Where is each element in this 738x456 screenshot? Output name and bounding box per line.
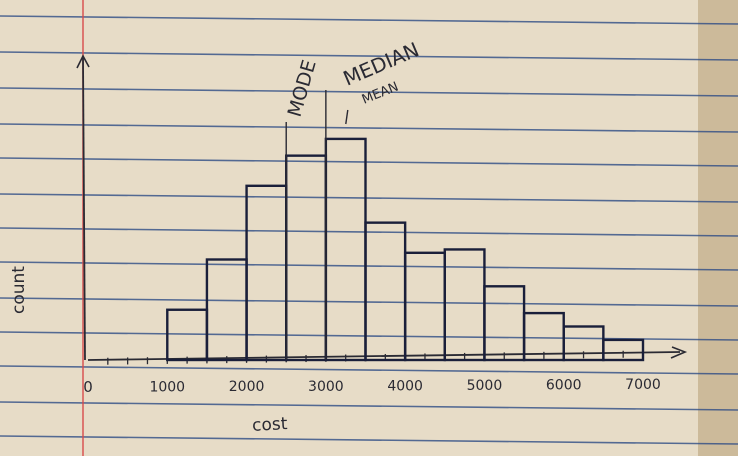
x-tick-label: 4000 [387, 378, 423, 394]
y-axis-line [82, 57, 86, 361]
mean-marker-line [345, 109, 349, 125]
ruled-line [0, 157, 738, 167]
ruled-line [0, 51, 738, 61]
x-tick-label: 7000 [625, 377, 661, 393]
ruled-line [0, 227, 738, 237]
histogram-bar [602, 338, 645, 362]
x-tick-label: 6000 [546, 378, 582, 394]
ruled-line [0, 401, 738, 411]
ruled-line [0, 261, 738, 271]
x-tick-label: 0 [83, 378, 93, 396]
ruled-line [0, 331, 738, 341]
ruled-line [0, 193, 738, 203]
ruled-line [0, 15, 738, 25]
ruled-line [0, 365, 738, 375]
x-axis-arrow [670, 346, 688, 359]
x-axis-label: cost [252, 414, 289, 436]
ruled-line [0, 297, 738, 307]
y-axis-label: count [9, 266, 29, 314]
y-axis-arrow [76, 54, 90, 69]
ruled-line [0, 123, 738, 133]
x-tick-label: 5000 [467, 378, 503, 394]
x-tick-label: 1000 [149, 380, 185, 396]
ruled-line [0, 435, 738, 445]
x-tick-label: 3000 [308, 379, 344, 395]
x-tick-label: 2000 [229, 379, 265, 395]
ruled-line [0, 87, 738, 97]
paper-shadow [698, 0, 738, 456]
